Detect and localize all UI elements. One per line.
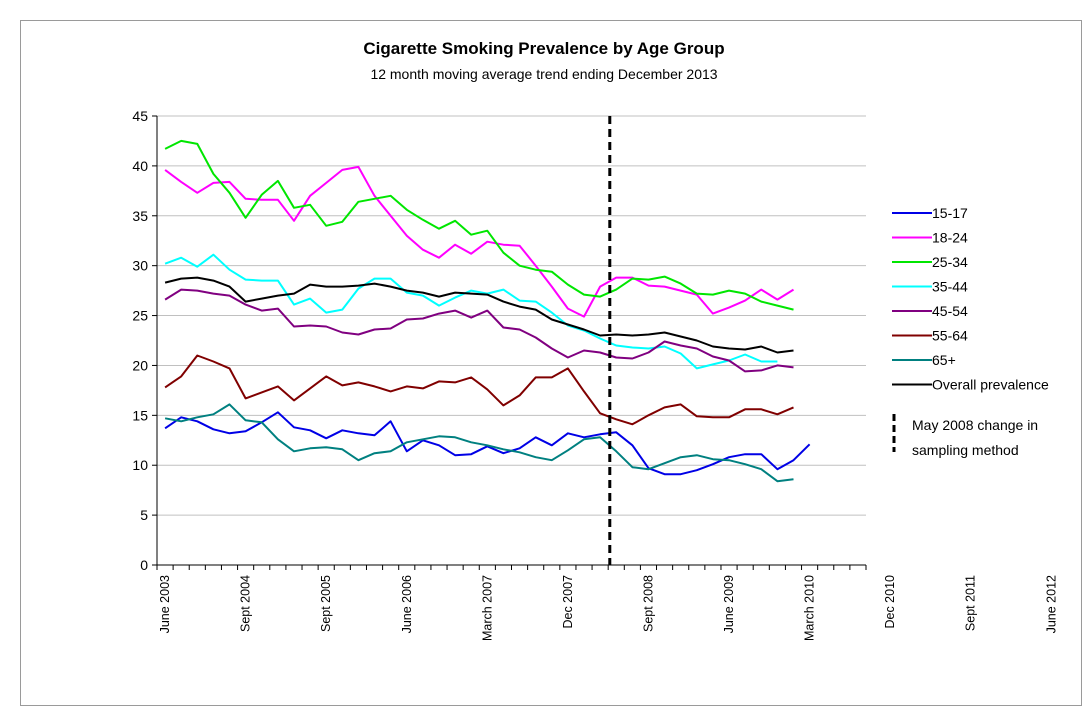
chart-subtitle: 12 month moving average trend ending Dec… bbox=[370, 66, 717, 82]
y-tick-label: 0 bbox=[140, 557, 148, 573]
series-line-25-34 bbox=[164, 139, 794, 311]
x-tick-label: June 2009 bbox=[722, 575, 736, 633]
x-tick-label: March 2007 bbox=[480, 575, 494, 641]
legend-label: 55-64 bbox=[932, 328, 968, 344]
y-tick-label: 20 bbox=[132, 357, 148, 373]
series-line-overall-prevalence bbox=[164, 276, 794, 354]
y-tick-label: 15 bbox=[132, 407, 148, 423]
gridlines bbox=[157, 115, 866, 516]
series-line-35-44 bbox=[164, 253, 778, 370]
x-tick-label: June 2006 bbox=[400, 575, 414, 633]
y-tick-label: 10 bbox=[132, 457, 148, 473]
y-tick-label: 40 bbox=[132, 158, 148, 174]
legend-label-vline-1: May 2008 change in bbox=[912, 417, 1038, 433]
legend-label: 25-34 bbox=[932, 254, 968, 270]
y-tick-label: 25 bbox=[132, 308, 148, 324]
series-line-65- bbox=[164, 403, 794, 483]
series-line-18-24 bbox=[164, 165, 795, 318]
legend-label: 35-44 bbox=[932, 279, 968, 295]
chart-title: Cigarette Smoking Prevalence by Age Grou… bbox=[363, 39, 724, 58]
x-tick-label: Sept 2011 bbox=[964, 575, 978, 631]
legend-label: 18-24 bbox=[932, 230, 968, 246]
legend-label: 65+ bbox=[932, 352, 956, 368]
legend-label: 15-17 bbox=[932, 205, 968, 221]
series-lines bbox=[164, 139, 811, 483]
legend-label: Overall prevalence bbox=[932, 377, 1049, 393]
legend-label-vline-2: sampling method bbox=[912, 442, 1019, 458]
x-tick-label: Sept 2004 bbox=[239, 575, 253, 632]
chart-frame bbox=[20, 20, 1082, 706]
x-tick-label: Dec 2007 bbox=[561, 575, 575, 629]
series-line-45-54 bbox=[164, 288, 794, 373]
y-tick-label: 35 bbox=[132, 208, 148, 224]
x-tick-label: June 2003 bbox=[158, 575, 172, 633]
x-tick-label: June 2012 bbox=[1044, 575, 1058, 633]
axes: 0 5 10 15 20 25 30 35 40 45 June 2003 Sept 2004 Sept… bbox=[132, 108, 1058, 641]
y-tick-label: 5 bbox=[140, 507, 148, 523]
x-tick-label: Dec 2010 bbox=[883, 575, 897, 629]
series-line-55-64 bbox=[164, 354, 794, 426]
x-tick-label: Sept 2008 bbox=[641, 575, 655, 632]
x-tick-label: March 2010 bbox=[803, 575, 817, 641]
y-tick-label: 45 bbox=[132, 108, 148, 124]
legend-label: 45-54 bbox=[932, 303, 968, 319]
legend: 15-17 18-24 25-34 35-44 45-54 55-64 65+ Overall… bbox=[892, 205, 1049, 458]
y-tick-label: 30 bbox=[132, 258, 148, 274]
x-tick-label: Sept 2005 bbox=[319, 575, 333, 632]
